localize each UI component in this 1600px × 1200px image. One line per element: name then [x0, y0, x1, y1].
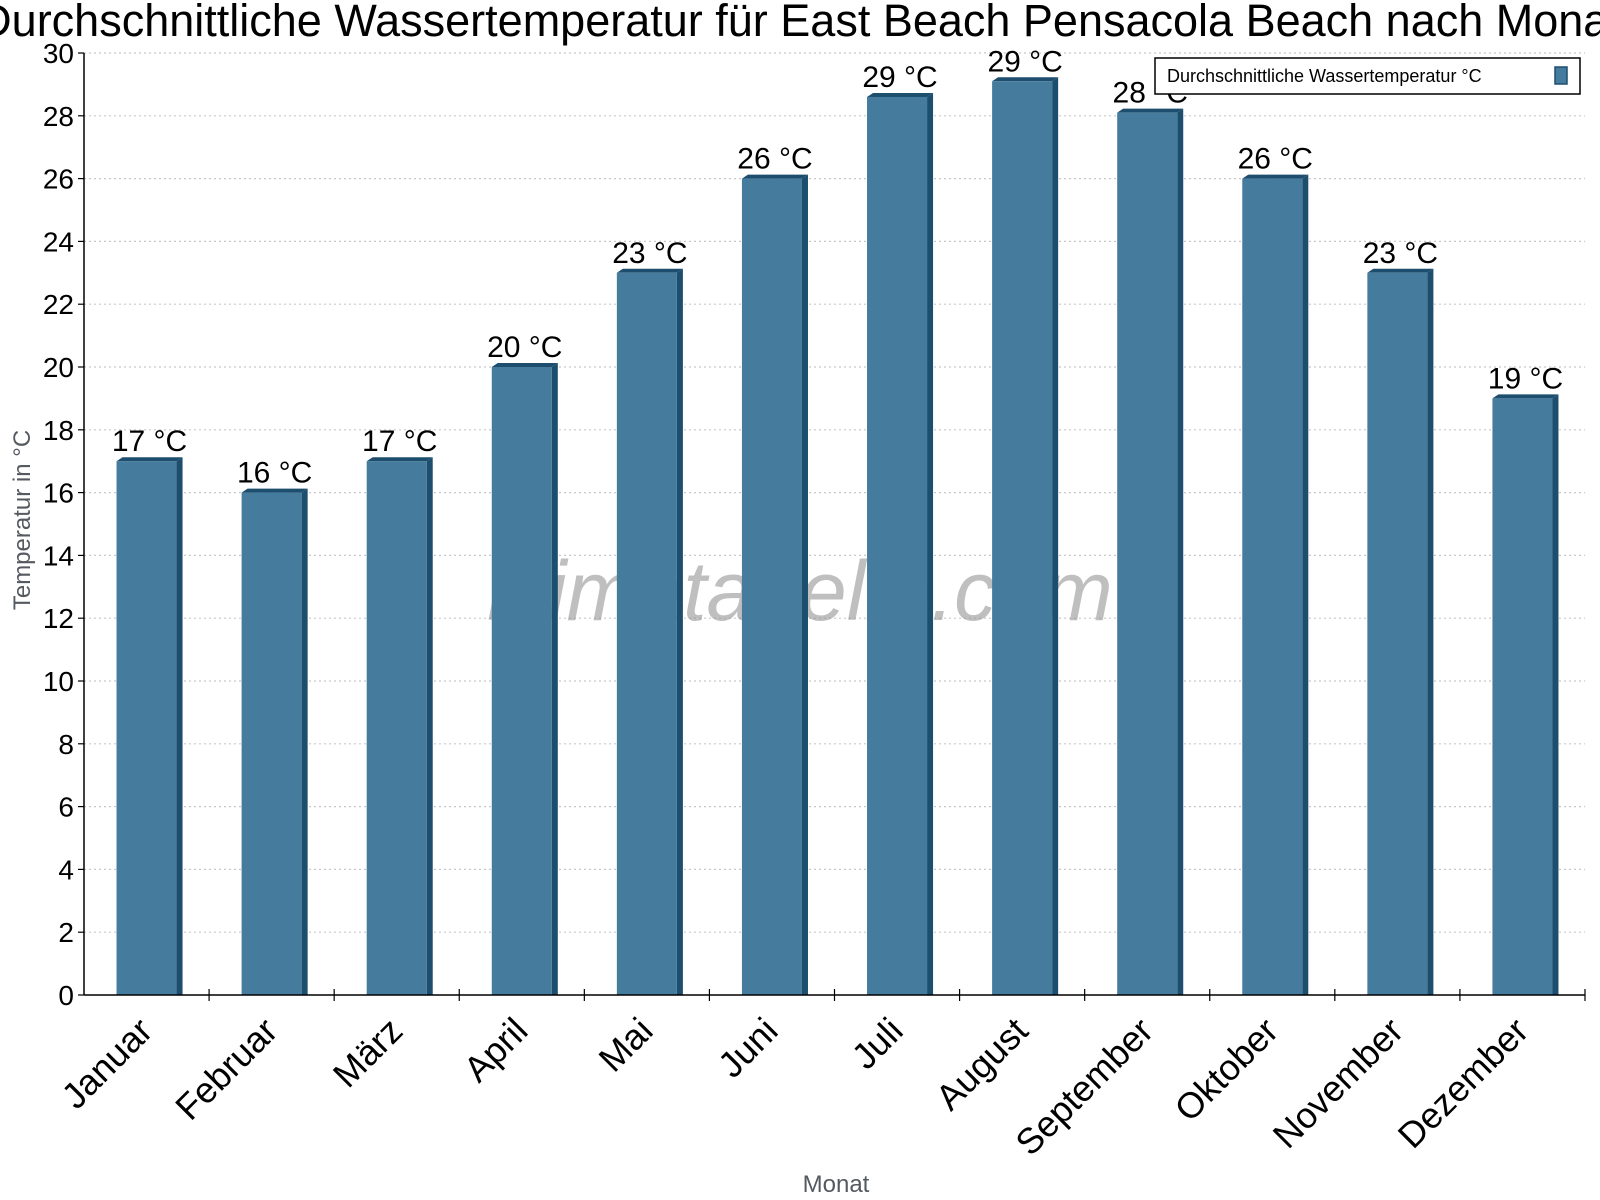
bar [616, 272, 677, 995]
legend-swatch [1554, 66, 1568, 85]
y-tick-label: 12 [43, 603, 74, 634]
bar-top [1117, 108, 1184, 113]
gridlines [84, 52, 1585, 933]
x-tick-label: Mai [591, 1010, 661, 1080]
y-tick-label: 4 [58, 854, 74, 885]
bar [491, 367, 552, 995]
y-tick-label: 2 [58, 917, 74, 948]
bar-top [491, 363, 558, 367]
bar [1367, 272, 1428, 995]
y-tick-label: 6 [58, 792, 74, 823]
bar [1117, 112, 1178, 995]
bar [1492, 398, 1553, 995]
y-tick-label: 28 [43, 101, 74, 132]
bar-side [1427, 268, 1434, 995]
y-tick-label: 14 [43, 540, 74, 571]
data-labels: 17 °C 16 °C 17 °C 20 °C 23 °C 26 °C 29 °C 29 °C… [112, 45, 1563, 489]
y-axis-title: Temperatur in °C [9, 430, 36, 610]
x-tick-label: März [325, 1010, 411, 1096]
data-label: 26 °C [1238, 143, 1313, 176]
data-label: 23 °C [1363, 237, 1438, 270]
bar [366, 461, 427, 995]
bar-series [116, 77, 1559, 996]
data-label: 29 °C [862, 61, 937, 94]
data-label: 26 °C [737, 143, 812, 176]
data-label: 20 °C [487, 331, 562, 364]
x-tick-label: Oktober [1166, 1010, 1286, 1130]
data-label: 23 °C [612, 237, 687, 270]
legend: Durchschnittliche Wassertemperatur °C [1154, 57, 1581, 95]
bar-side [426, 457, 433, 995]
y-tick-label: 18 [43, 415, 74, 446]
bar-side [301, 488, 308, 995]
data-label: 29 °C [987, 45, 1062, 78]
x-tick-label: Juli [844, 1010, 911, 1077]
x-tick-label: November [1265, 1010, 1411, 1156]
bar-side [1552, 394, 1559, 995]
bar-side [176, 457, 183, 995]
bar-top [116, 457, 183, 462]
y-tick-label: 10 [43, 666, 74, 697]
x-axis-title: Monat [803, 1171, 870, 1198]
x-tick-label: September [1007, 1010, 1161, 1164]
y-tick-label: 26 [43, 164, 74, 195]
y-tick-label: 8 [58, 729, 74, 760]
bar-top [366, 457, 433, 462]
y-tick-label: 0 [58, 980, 74, 1011]
legend-label: Durchschnittliche Wassertemperatur °C [1167, 66, 1482, 86]
bar-side [551, 363, 558, 995]
x-tick-label: August [928, 1010, 1036, 1118]
data-label: 17 °C [362, 425, 437, 458]
bar-top [616, 268, 683, 273]
bar [116, 461, 177, 995]
x-tick-label: Dezember [1390, 1010, 1536, 1156]
x-tick-label: Juni [710, 1010, 786, 1086]
bar-top [1492, 394, 1559, 399]
data-label: 16 °C [237, 457, 312, 490]
bar-top [1242, 174, 1309, 179]
legend-box [1154, 57, 1581, 95]
data-label: 19 °C [1488, 362, 1563, 395]
y-tick-label: 22 [43, 289, 74, 320]
bar-top [241, 488, 308, 493]
y-tick-label: 24 [43, 226, 74, 257]
y-tick-label: 30 [43, 38, 74, 69]
y-tick-label: 20 [43, 352, 74, 383]
bar-side [801, 174, 808, 996]
x-tick-label: April [456, 1010, 536, 1090]
data-label: 17 °C [112, 425, 187, 458]
y-tick-label: 16 [43, 478, 74, 509]
bar-side [1052, 77, 1059, 995]
bar [241, 492, 302, 995]
bar-top [867, 92, 934, 97]
bar-side [927, 92, 934, 995]
bar [992, 81, 1053, 995]
bar [867, 96, 928, 995]
bar [1242, 178, 1303, 996]
chart-title: Durchschnittliche Wassertemperatur für E… [0, 0, 1600, 46]
x-tick-label: Februar [167, 1010, 285, 1128]
bar-side [1302, 174, 1309, 996]
bar-side [1177, 108, 1184, 995]
bar-top [1367, 268, 1434, 273]
bar-top [992, 77, 1059, 82]
bar-top [741, 174, 808, 179]
bar-side [676, 268, 683, 995]
x-tick-label: Januar [53, 1010, 160, 1117]
bar [741, 178, 802, 996]
